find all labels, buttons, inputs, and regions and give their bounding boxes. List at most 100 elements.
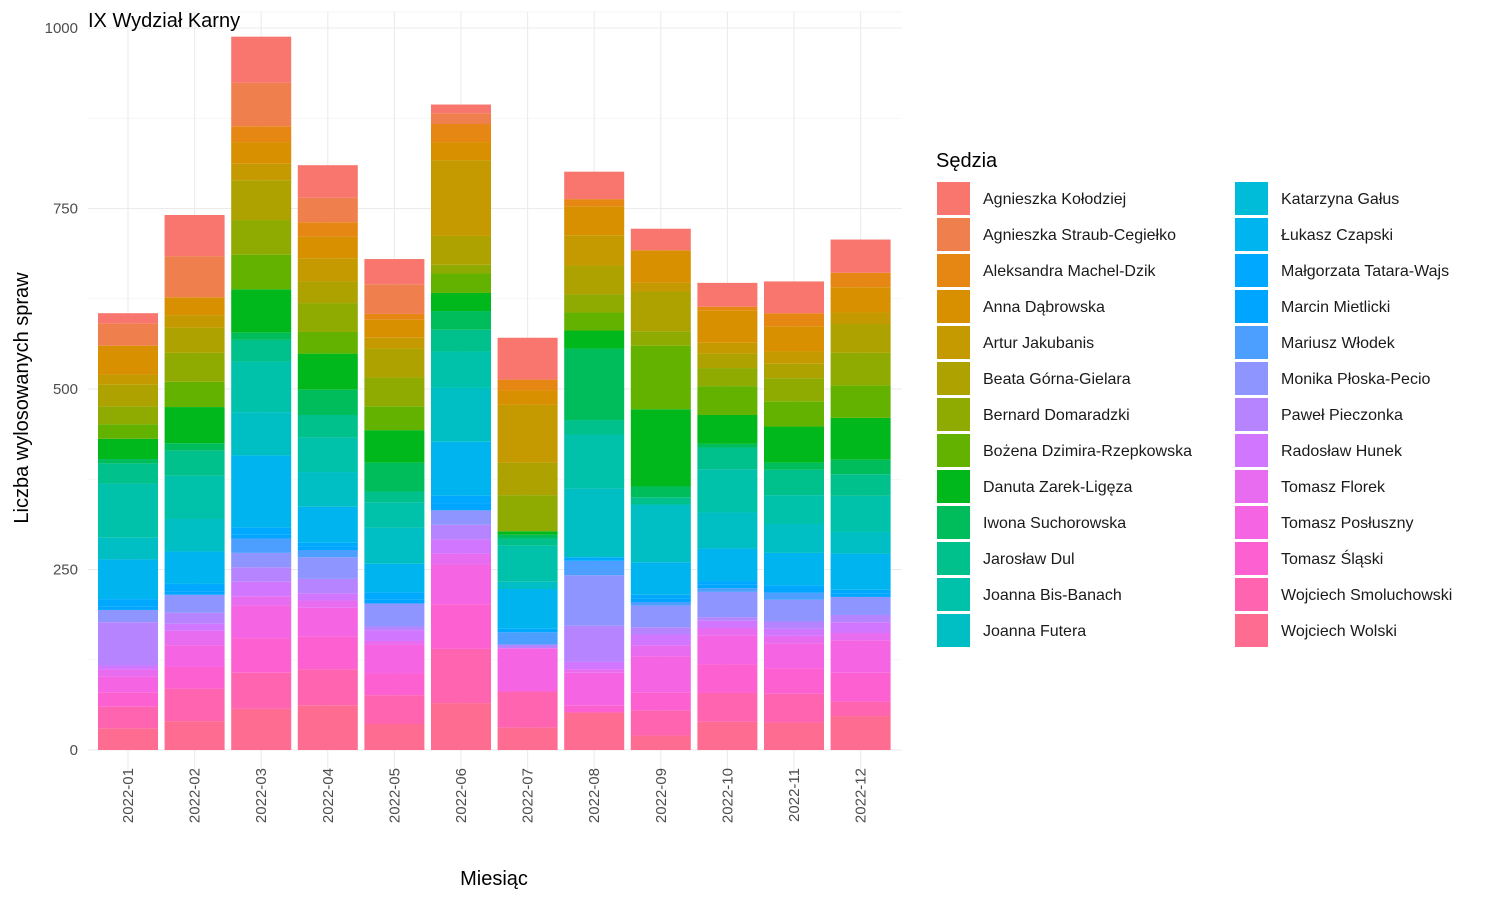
bar-segment bbox=[431, 703, 491, 750]
bar-segment bbox=[231, 534, 292, 539]
bar-segment bbox=[231, 605, 292, 639]
bar-segment bbox=[564, 661, 625, 670]
bar-segment bbox=[497, 534, 558, 539]
bar-segment bbox=[697, 635, 758, 665]
bar-segment bbox=[764, 643, 824, 669]
bar-segment bbox=[697, 620, 758, 628]
bar-segment bbox=[297, 437, 358, 473]
legend-label: Jarosław Dul bbox=[983, 551, 1075, 568]
bar-segment bbox=[431, 503, 491, 511]
bar-segment bbox=[764, 351, 824, 364]
bar-segment bbox=[497, 390, 558, 405]
bar-segment bbox=[98, 622, 158, 666]
bar-segment bbox=[497, 632, 558, 645]
bar-segment bbox=[564, 560, 625, 576]
bar-segment bbox=[431, 264, 491, 274]
bar-segment bbox=[830, 352, 891, 386]
bar-segment bbox=[431, 387, 491, 442]
bar-segment bbox=[764, 462, 824, 470]
bar-segment bbox=[364, 313, 425, 320]
bar-segment bbox=[630, 634, 691, 646]
bar-segment bbox=[364, 491, 425, 503]
bar-segment bbox=[830, 596, 891, 615]
bar-segment bbox=[764, 326, 824, 352]
bar-segment bbox=[764, 552, 824, 586]
x-tick-label: 2022-04 bbox=[320, 768, 337, 823]
bar-segment bbox=[697, 353, 758, 369]
legend-key bbox=[1235, 506, 1268, 539]
bar-segment bbox=[697, 443, 758, 448]
y-axis-title: Liczba wylosowanych spraw bbox=[11, 272, 33, 524]
bar-segment bbox=[697, 282, 758, 307]
bar-segment bbox=[764, 592, 824, 600]
bar-segment bbox=[497, 462, 558, 496]
bar-segment bbox=[564, 434, 625, 489]
bar-segment bbox=[297, 593, 358, 601]
bar-segment bbox=[764, 495, 824, 525]
bar-segment bbox=[564, 265, 625, 295]
bar-segment bbox=[431, 553, 491, 565]
bar-segment bbox=[364, 377, 425, 407]
bar-segment bbox=[231, 552, 292, 568]
bar-segment bbox=[231, 361, 292, 413]
bar-segment bbox=[431, 351, 491, 388]
bar-segment bbox=[364, 337, 425, 349]
x-tick-label: 2022-01 bbox=[120, 768, 137, 823]
bar-segment bbox=[364, 599, 425, 604]
legend-label: Agnieszka Straub-Cegiełko bbox=[983, 227, 1176, 244]
bar-segment bbox=[231, 708, 292, 750]
bar-segment bbox=[697, 386, 758, 415]
bar-segment bbox=[164, 475, 225, 519]
bar-segment bbox=[764, 363, 824, 379]
legend-title: Sędzia bbox=[936, 150, 998, 172]
bar-segment bbox=[364, 259, 425, 285]
bar-segment bbox=[830, 640, 891, 673]
bar-segment bbox=[297, 607, 358, 637]
bar-segment bbox=[830, 622, 891, 634]
bar-segment bbox=[697, 310, 758, 343]
legend-key bbox=[1235, 434, 1268, 467]
bar-segment bbox=[297, 331, 358, 354]
bar-segment bbox=[830, 312, 891, 325]
bar-segment bbox=[564, 488, 625, 558]
bar-segment bbox=[431, 113, 491, 125]
bar-segment bbox=[164, 297, 225, 316]
bar-segment bbox=[297, 546, 358, 551]
bar-segment bbox=[164, 645, 225, 667]
bar-segment bbox=[697, 414, 758, 444]
bar-segment bbox=[630, 627, 691, 635]
bar-segment bbox=[630, 562, 691, 595]
bar-segment bbox=[564, 575, 625, 626]
bar-segment bbox=[98, 692, 158, 707]
legend-label: Małgorzata Tatara-Wajs bbox=[1281, 263, 1449, 280]
bar-segment bbox=[231, 412, 292, 456]
bar-segment bbox=[630, 601, 691, 606]
bar-segment bbox=[231, 672, 292, 709]
bar-segment bbox=[164, 591, 225, 595]
bar-segment bbox=[297, 600, 358, 608]
bar-segment bbox=[164, 443, 225, 451]
bar-segment bbox=[297, 506, 358, 543]
bar-segment bbox=[764, 524, 824, 553]
bar-segment bbox=[564, 712, 625, 750]
legend-label: Mariusz Włodek bbox=[1281, 335, 1396, 352]
bar-segment bbox=[630, 497, 691, 505]
bar-segment bbox=[164, 721, 225, 750]
bar-segment bbox=[98, 463, 158, 484]
bar-segment bbox=[231, 527, 292, 535]
legend-key bbox=[1235, 218, 1268, 251]
bar-segment bbox=[364, 640, 425, 645]
bar-segment bbox=[98, 406, 158, 425]
bar-segment bbox=[164, 407, 225, 444]
bar-segment bbox=[164, 551, 225, 584]
bar-segment bbox=[764, 628, 824, 636]
bar-segment bbox=[764, 599, 824, 622]
bar-segment bbox=[697, 548, 758, 582]
bar-segment bbox=[497, 545, 558, 582]
x-tick-label: 2022-03 bbox=[253, 768, 270, 823]
bar-segment bbox=[98, 537, 158, 560]
bar-segment bbox=[231, 567, 292, 582]
bar-segment bbox=[98, 559, 158, 600]
bar-segment bbox=[630, 291, 691, 332]
y-tick-label: 500 bbox=[53, 381, 78, 398]
